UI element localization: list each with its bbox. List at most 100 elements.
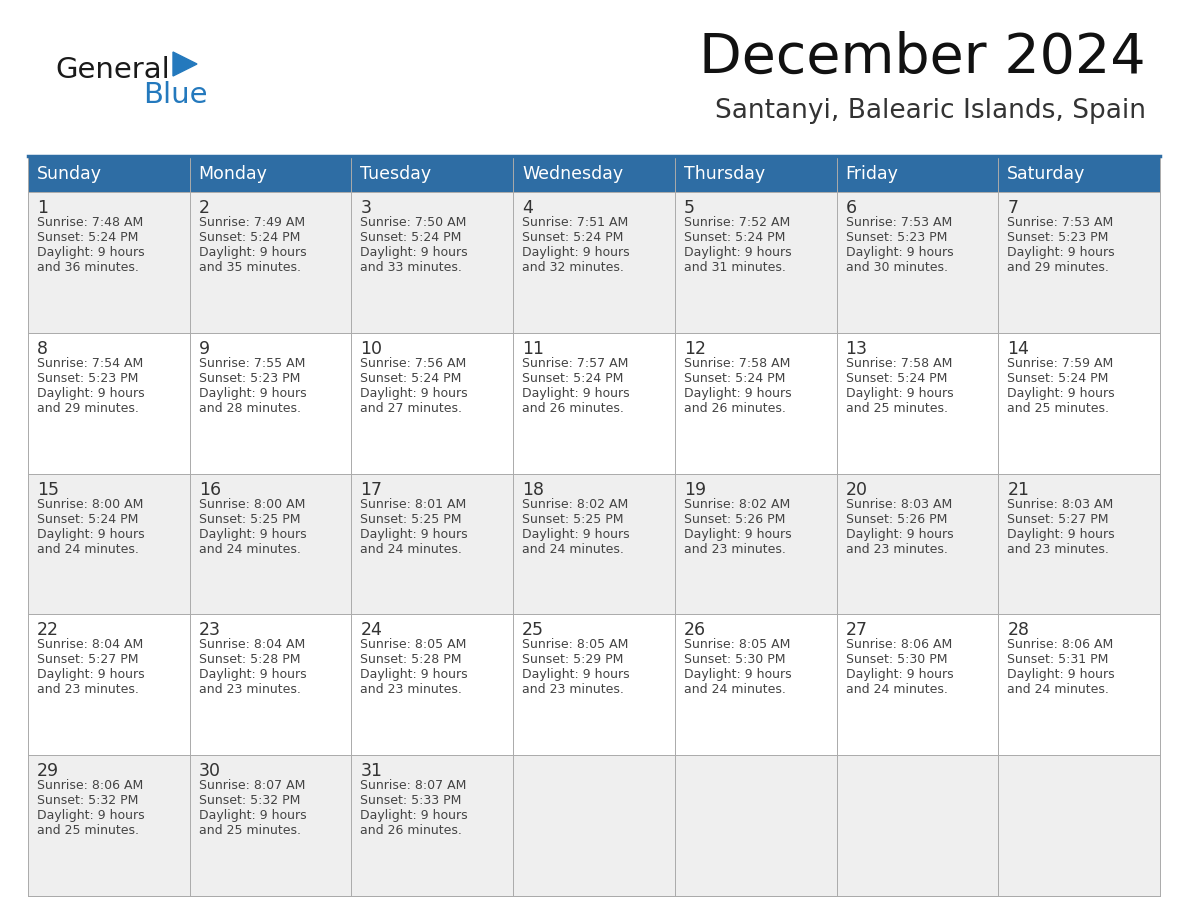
Text: 11: 11 xyxy=(523,340,544,358)
Text: Daylight: 9 hours: Daylight: 9 hours xyxy=(523,246,630,259)
Text: and 25 minutes.: and 25 minutes. xyxy=(198,824,301,837)
Text: Daylight: 9 hours: Daylight: 9 hours xyxy=(360,668,468,681)
Text: Sunset: 5:33 PM: Sunset: 5:33 PM xyxy=(360,794,462,807)
Text: Daylight: 9 hours: Daylight: 9 hours xyxy=(198,809,307,823)
Text: Sunset: 5:27 PM: Sunset: 5:27 PM xyxy=(1007,512,1108,526)
Text: 26: 26 xyxy=(684,621,706,640)
Text: Sunrise: 8:04 AM: Sunrise: 8:04 AM xyxy=(37,638,144,652)
Text: Sunrise: 7:54 AM: Sunrise: 7:54 AM xyxy=(37,357,144,370)
Text: Sunset: 5:23 PM: Sunset: 5:23 PM xyxy=(37,372,138,385)
Bar xyxy=(29,756,1159,896)
Text: 10: 10 xyxy=(360,340,383,358)
Polygon shape xyxy=(173,52,197,76)
Text: Daylight: 9 hours: Daylight: 9 hours xyxy=(523,386,630,400)
Text: Sunset: 5:24 PM: Sunset: 5:24 PM xyxy=(846,372,947,385)
Text: 7: 7 xyxy=(1007,199,1018,217)
Text: Thursday: Thursday xyxy=(684,165,765,183)
Text: Daylight: 9 hours: Daylight: 9 hours xyxy=(37,386,145,400)
Text: Sunset: 5:24 PM: Sunset: 5:24 PM xyxy=(684,372,785,385)
Text: 18: 18 xyxy=(523,481,544,498)
Text: Sunset: 5:23 PM: Sunset: 5:23 PM xyxy=(846,231,947,244)
Text: Daylight: 9 hours: Daylight: 9 hours xyxy=(684,246,791,259)
Text: Daylight: 9 hours: Daylight: 9 hours xyxy=(523,528,630,541)
Text: Sunrise: 8:05 AM: Sunrise: 8:05 AM xyxy=(360,638,467,652)
Text: and 23 minutes.: and 23 minutes. xyxy=(846,543,948,555)
Text: Sunset: 5:23 PM: Sunset: 5:23 PM xyxy=(1007,231,1108,244)
Text: Sunset: 5:28 PM: Sunset: 5:28 PM xyxy=(198,654,301,666)
Text: and 24 minutes.: and 24 minutes. xyxy=(684,683,785,697)
Text: Sunrise: 7:49 AM: Sunrise: 7:49 AM xyxy=(198,216,305,229)
Text: Santanyi, Balearic Islands, Spain: Santanyi, Balearic Islands, Spain xyxy=(715,98,1146,124)
Text: 4: 4 xyxy=(523,199,533,217)
Text: Sunday: Sunday xyxy=(37,165,102,183)
Text: and 26 minutes.: and 26 minutes. xyxy=(360,824,462,837)
Text: and 25 minutes.: and 25 minutes. xyxy=(37,824,139,837)
Text: and 26 minutes.: and 26 minutes. xyxy=(523,402,624,415)
Text: Daylight: 9 hours: Daylight: 9 hours xyxy=(1007,386,1114,400)
Text: Daylight: 9 hours: Daylight: 9 hours xyxy=(1007,528,1114,541)
Text: Daylight: 9 hours: Daylight: 9 hours xyxy=(360,809,468,823)
Text: Sunset: 5:32 PM: Sunset: 5:32 PM xyxy=(198,794,301,807)
Text: Sunset: 5:24 PM: Sunset: 5:24 PM xyxy=(198,231,301,244)
Text: Daylight: 9 hours: Daylight: 9 hours xyxy=(846,528,953,541)
Bar xyxy=(29,333,1159,474)
Text: Friday: Friday xyxy=(846,165,898,183)
Text: Daylight: 9 hours: Daylight: 9 hours xyxy=(360,246,468,259)
Text: and 23 minutes.: and 23 minutes. xyxy=(523,683,624,697)
Text: Sunset: 5:30 PM: Sunset: 5:30 PM xyxy=(846,654,947,666)
Text: 16: 16 xyxy=(198,481,221,498)
Text: and 24 minutes.: and 24 minutes. xyxy=(198,543,301,555)
Text: 6: 6 xyxy=(846,199,857,217)
Text: 2: 2 xyxy=(198,199,210,217)
Text: Sunrise: 7:55 AM: Sunrise: 7:55 AM xyxy=(198,357,305,370)
Text: Daylight: 9 hours: Daylight: 9 hours xyxy=(1007,668,1114,681)
Text: Sunset: 5:29 PM: Sunset: 5:29 PM xyxy=(523,654,624,666)
Text: Sunrise: 8:01 AM: Sunrise: 8:01 AM xyxy=(360,498,467,510)
Text: Sunset: 5:32 PM: Sunset: 5:32 PM xyxy=(37,794,138,807)
Text: Sunrise: 8:03 AM: Sunrise: 8:03 AM xyxy=(1007,498,1113,510)
Text: December 2024: December 2024 xyxy=(700,31,1146,85)
Text: Sunrise: 8:04 AM: Sunrise: 8:04 AM xyxy=(198,638,305,652)
Text: Sunset: 5:26 PM: Sunset: 5:26 PM xyxy=(846,512,947,526)
Text: 31: 31 xyxy=(360,762,383,780)
Bar xyxy=(29,474,1159,614)
Text: Sunset: 5:24 PM: Sunset: 5:24 PM xyxy=(523,231,624,244)
Text: Daylight: 9 hours: Daylight: 9 hours xyxy=(37,246,145,259)
Text: and 35 minutes.: and 35 minutes. xyxy=(198,261,301,274)
Text: and 33 minutes.: and 33 minutes. xyxy=(360,261,462,274)
Text: and 24 minutes.: and 24 minutes. xyxy=(37,543,139,555)
Text: 12: 12 xyxy=(684,340,706,358)
Text: 15: 15 xyxy=(37,481,59,498)
Bar xyxy=(29,614,1159,756)
Text: and 23 minutes.: and 23 minutes. xyxy=(37,683,139,697)
Text: Sunset: 5:24 PM: Sunset: 5:24 PM xyxy=(1007,372,1108,385)
Text: Sunrise: 7:53 AM: Sunrise: 7:53 AM xyxy=(1007,216,1113,229)
Text: Sunset: 5:24 PM: Sunset: 5:24 PM xyxy=(523,372,624,385)
Text: Sunset: 5:26 PM: Sunset: 5:26 PM xyxy=(684,512,785,526)
Text: Sunset: 5:24 PM: Sunset: 5:24 PM xyxy=(684,231,785,244)
Text: Sunrise: 7:53 AM: Sunrise: 7:53 AM xyxy=(846,216,952,229)
Text: Sunset: 5:25 PM: Sunset: 5:25 PM xyxy=(523,512,624,526)
Text: Sunset: 5:27 PM: Sunset: 5:27 PM xyxy=(37,654,139,666)
Text: and 36 minutes.: and 36 minutes. xyxy=(37,261,139,274)
Text: Daylight: 9 hours: Daylight: 9 hours xyxy=(198,246,307,259)
Text: Daylight: 9 hours: Daylight: 9 hours xyxy=(684,668,791,681)
Text: Sunrise: 8:07 AM: Sunrise: 8:07 AM xyxy=(360,779,467,792)
Text: 24: 24 xyxy=(360,621,383,640)
Text: Sunrise: 8:03 AM: Sunrise: 8:03 AM xyxy=(846,498,952,510)
Text: Sunset: 5:25 PM: Sunset: 5:25 PM xyxy=(198,512,301,526)
Text: and 23 minutes.: and 23 minutes. xyxy=(1007,543,1110,555)
Text: Sunset: 5:25 PM: Sunset: 5:25 PM xyxy=(360,512,462,526)
Text: Sunset: 5:24 PM: Sunset: 5:24 PM xyxy=(37,231,138,244)
Text: and 25 minutes.: and 25 minutes. xyxy=(1007,402,1110,415)
Text: Sunset: 5:30 PM: Sunset: 5:30 PM xyxy=(684,654,785,666)
Text: Daylight: 9 hours: Daylight: 9 hours xyxy=(684,386,791,400)
Text: Daylight: 9 hours: Daylight: 9 hours xyxy=(198,528,307,541)
Text: 5: 5 xyxy=(684,199,695,217)
Text: Daylight: 9 hours: Daylight: 9 hours xyxy=(523,668,630,681)
Text: 3: 3 xyxy=(360,199,372,217)
Text: 17: 17 xyxy=(360,481,383,498)
Text: Sunrise: 8:06 AM: Sunrise: 8:06 AM xyxy=(37,779,144,792)
Text: Daylight: 9 hours: Daylight: 9 hours xyxy=(846,668,953,681)
Text: Daylight: 9 hours: Daylight: 9 hours xyxy=(1007,246,1114,259)
